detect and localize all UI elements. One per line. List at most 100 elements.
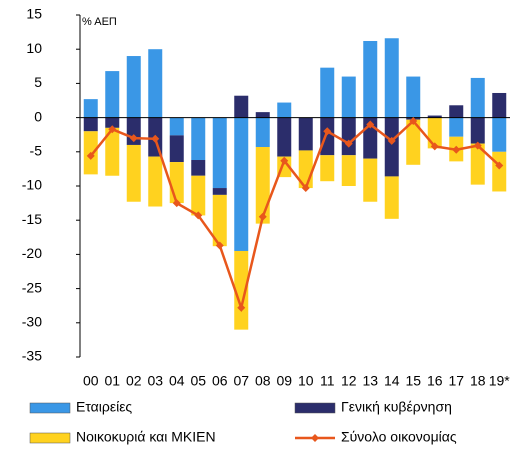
legend-swatch (29, 402, 71, 414)
bar (449, 105, 464, 118)
bar (234, 250, 249, 330)
line-marker (344, 139, 353, 148)
legend-swatch (294, 402, 336, 414)
bar (126, 56, 141, 118)
x-tick-label: 06 (212, 373, 228, 389)
line-marker (495, 161, 504, 170)
bar (191, 117, 206, 161)
line (89, 119, 501, 313)
bar (169, 117, 184, 136)
bar (320, 117, 335, 156)
bar (470, 77, 485, 118)
line-marker (452, 145, 461, 154)
bar (277, 117, 292, 157)
bar (234, 95, 249, 118)
bar (384, 117, 399, 177)
bar (363, 40, 378, 118)
bar (169, 135, 184, 163)
line-marker (366, 120, 375, 129)
bar (449, 117, 464, 137)
line-marker (194, 211, 203, 220)
bar (341, 117, 356, 156)
line-marker (237, 303, 246, 312)
bar (212, 194, 227, 247)
bar (492, 151, 507, 192)
legend-swatch (29, 432, 71, 444)
bar (126, 144, 141, 202)
line-marker (409, 117, 418, 126)
bar (406, 76, 421, 118)
bar (191, 175, 206, 216)
bar (212, 188, 227, 195)
x-tick-label: 14 (384, 373, 400, 389)
bar (105, 117, 120, 128)
x-tick-label: 19* (489, 373, 511, 389)
line-marker (258, 212, 267, 221)
x-tick-label: 12 (341, 373, 357, 389)
line-marker (172, 199, 181, 208)
x-tick-label: 10 (298, 373, 314, 389)
y-tick-label: 5 (34, 74, 42, 90)
x-tick-label: 05 (190, 373, 206, 389)
x-tick-label: 00 (83, 373, 99, 389)
y-tick-label: 15 (26, 6, 42, 22)
x-tick-label: 04 (169, 373, 185, 389)
y-tick-label: 10 (26, 40, 42, 56)
line-marker (280, 156, 289, 165)
y-tick-label: -20 (22, 245, 42, 261)
y-tick-label: -15 (22, 211, 42, 227)
line-marker (430, 142, 439, 151)
line-marker (473, 141, 482, 150)
line-marker (151, 134, 160, 143)
bar (83, 117, 98, 132)
bar (492, 92, 507, 118)
bar (298, 117, 313, 151)
bar (320, 67, 335, 118)
y-axis-label: % ΑΕΠ (82, 16, 117, 28)
line-marker (215, 241, 224, 250)
x-tick-label: 16 (427, 373, 443, 389)
line-marker (301, 184, 310, 193)
bar (105, 71, 120, 118)
bar (427, 115, 442, 118)
x-tick-label: 02 (126, 373, 142, 389)
bar (384, 176, 399, 219)
bar (191, 160, 206, 176)
y-tick-label: 0 (34, 108, 42, 124)
y-tick-label: -35 (22, 348, 42, 364)
x-tick-label: 15 (405, 373, 421, 389)
legend-label: Σύνολο οικονομίας (341, 429, 457, 445)
legend-label: Νοικοκυριά και ΜΚΙΕΝ (76, 429, 216, 445)
bar (234, 117, 249, 251)
bar (384, 38, 399, 118)
bar (255, 112, 270, 118)
x-tick-label: 01 (104, 373, 120, 389)
legend-label: Εταιρείες (76, 399, 132, 415)
x-tick-label: 11 (320, 373, 335, 389)
bar (320, 155, 335, 182)
y-tick-label: -30 (22, 314, 42, 330)
x-tick-label: 03 (147, 373, 163, 389)
x-tick-label: 17 (448, 373, 464, 389)
legend-marker (311, 434, 319, 442)
bar (341, 76, 356, 118)
bar (406, 119, 421, 165)
legend-label: Γενική κυβέρνηση (341, 399, 452, 415)
bar (470, 117, 485, 144)
y-tick-label: -25 (22, 279, 42, 295)
bar (212, 117, 227, 189)
bar (105, 127, 120, 176)
bar (255, 147, 270, 224)
bar (169, 162, 184, 204)
bar (277, 102, 292, 118)
x-tick-label: 18 (470, 373, 486, 389)
line-marker (323, 127, 332, 136)
bar (363, 158, 378, 202)
y-tick-label: -10 (22, 177, 42, 193)
bar (148, 156, 163, 207)
bar (83, 99, 98, 118)
line-marker (86, 151, 95, 160)
bar (470, 143, 485, 185)
line-marker (129, 134, 138, 143)
